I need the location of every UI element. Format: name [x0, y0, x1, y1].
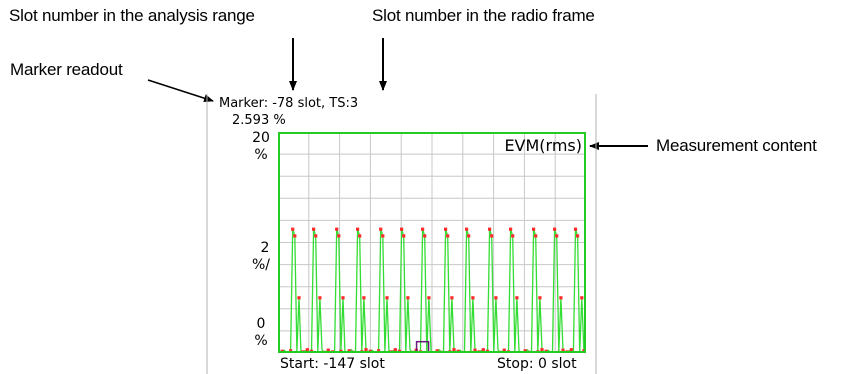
evm-point	[490, 234, 494, 238]
y-mid-unit: %/	[251, 257, 271, 273]
evm-point	[358, 234, 362, 238]
y-top-unit: %	[254, 147, 268, 163]
evm-point	[312, 227, 316, 231]
evm-point	[347, 349, 351, 353]
evm-point	[580, 296, 584, 300]
evm-point	[400, 227, 404, 231]
evm-point	[582, 349, 586, 353]
evm-point	[446, 234, 450, 238]
evm-point	[335, 227, 339, 231]
evm-point	[423, 234, 427, 238]
evm-point	[337, 234, 341, 238]
evm-point	[381, 234, 385, 238]
evm-point	[435, 349, 439, 353]
evm-point	[488, 227, 492, 231]
evm-point	[362, 296, 366, 300]
evm-point	[427, 296, 431, 300]
evm-point	[538, 296, 542, 300]
evm-point	[305, 348, 309, 352]
measurement-label: EVM(rms)	[504, 136, 582, 155]
evm-point	[481, 348, 485, 352]
evm-point	[341, 296, 345, 300]
evm-point	[377, 349, 381, 353]
evm-point	[523, 349, 527, 353]
callout-marker-readout: Marker readout	[10, 60, 123, 79]
y-bottom-unit: %	[254, 333, 268, 349]
evm-point	[385, 296, 389, 300]
evm-point	[402, 234, 406, 238]
evm-point	[318, 296, 322, 300]
marker-value-readout: 2.593 %	[232, 113, 286, 128]
evm-point	[576, 234, 580, 238]
evm-point	[444, 227, 448, 231]
evm-point	[297, 296, 301, 300]
evm-point	[379, 227, 383, 231]
evm-point	[511, 234, 515, 238]
y-mid-value: 2	[260, 240, 270, 256]
evm-point	[561, 348, 565, 352]
callout-measurement-content: Measurement content	[656, 136, 817, 155]
evm-point	[406, 296, 410, 300]
evm-point	[569, 348, 573, 352]
evm-point	[393, 348, 397, 352]
evm-point	[356, 227, 360, 231]
callout-slot-analysis: Slot number in the analysis range	[9, 6, 255, 25]
evm-plot: EVM(rms)	[276, 132, 587, 355]
evm-point	[555, 234, 559, 238]
evm-point	[532, 227, 536, 231]
evm-point	[291, 227, 295, 231]
evm-point	[534, 234, 538, 238]
evm-point	[452, 348, 456, 352]
evm-point	[467, 234, 471, 238]
evm-point	[450, 296, 454, 300]
evm-point	[326, 348, 330, 352]
x-start-label: Start: -147 slot	[280, 356, 385, 372]
evm-plot-canvas	[276, 132, 587, 355]
evm-point	[553, 227, 557, 231]
evm-point	[465, 227, 469, 231]
evm-point	[509, 227, 513, 231]
arrow-marker-readout	[147, 79, 214, 103]
x-stop-label: Stop: 0 slot	[497, 356, 577, 372]
evm-point	[540, 348, 544, 352]
evm-point	[289, 349, 293, 353]
evm-point	[293, 234, 297, 238]
callout-slot-radio: Slot number in the radio frame	[372, 6, 595, 25]
evm-point	[559, 296, 563, 300]
evm-point	[494, 296, 498, 300]
evm-point	[515, 296, 519, 300]
plot-frame	[278, 132, 586, 353]
evm-point	[471, 296, 475, 300]
evm-point	[573, 227, 578, 231]
y-bottom-value: 0	[256, 316, 266, 332]
evm-point	[364, 348, 368, 352]
evm-point	[502, 348, 506, 352]
evm-point	[421, 227, 425, 231]
evm-point	[473, 348, 477, 352]
evm-point	[314, 234, 318, 238]
marker-position-readout: Marker: -78 slot, TS:3	[219, 96, 359, 111]
y-top-value: 20	[252, 130, 270, 146]
